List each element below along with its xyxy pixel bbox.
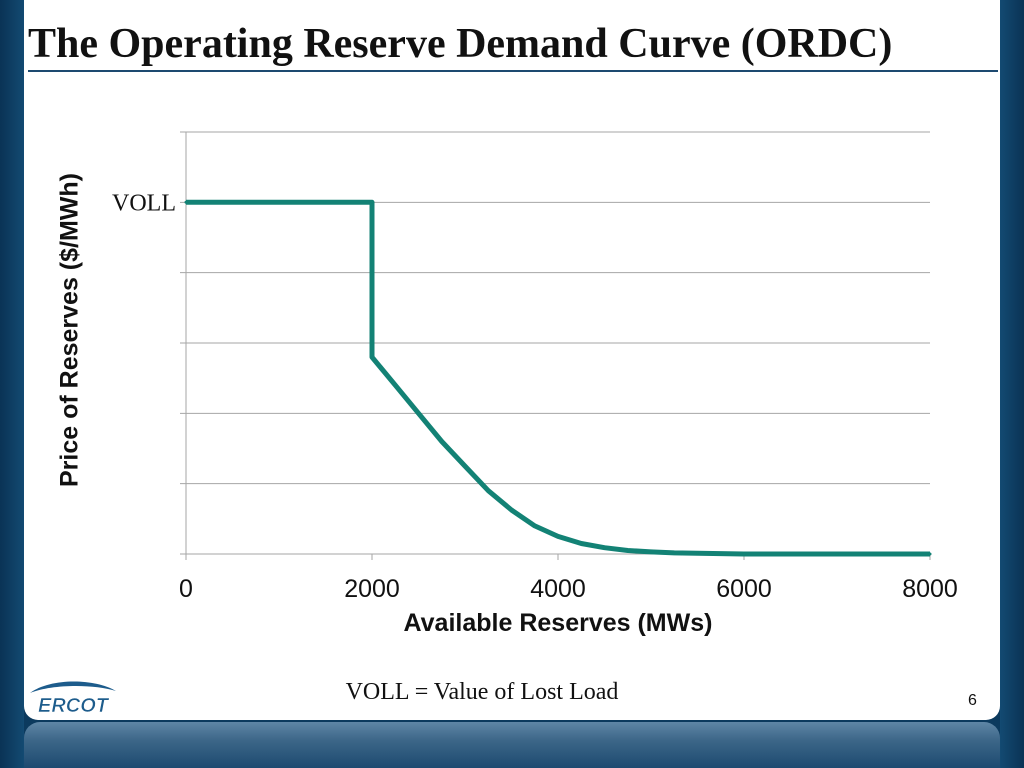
x-tick-label-3: 6000	[716, 575, 772, 603]
x-tick-label-0: 0	[179, 575, 193, 603]
ordc-curve-point-4	[417, 411, 420, 415]
ordc-curve-point-3	[393, 383, 397, 387]
chart-x-tick-labels: 0 2000 4000 6000 8000	[179, 575, 958, 603]
chart-series	[184, 199, 932, 557]
ordc-curve-point-16	[696, 551, 699, 555]
slide-title: The Operating Reserve Demand Curve (ORDC…	[28, 21, 893, 67]
voll-annotation: VOLL	[112, 190, 176, 216]
svg-text:ERCOT: ERCOT	[38, 695, 110, 716]
chart-axes	[185, 132, 931, 560]
ercot-logo: ERCOT	[30, 681, 116, 716]
chart-gridlines	[180, 131, 930, 555]
chart-y-axis-label: Price of Reserves ($/MWh)	[55, 173, 84, 487]
ordc-curve-point-1	[370, 200, 374, 204]
x-tick-label-2: 4000	[530, 575, 586, 603]
ordc-curve-point-10	[556, 534, 560, 538]
ordc-curve-point-5	[440, 440, 444, 443]
ordc-curve-point-7	[486, 489, 490, 493]
ordc-curve-point-9	[533, 524, 537, 528]
slide-canvas: The Operating Reserve Demand Curve (ORDC…	[24, 0, 1000, 720]
ordc-curve-point-8	[510, 508, 513, 512]
ordc-curve-point-15	[672, 551, 676, 555]
title-underline	[28, 70, 998, 72]
ordc-curve-point-11	[579, 542, 583, 545]
page-number: 6	[968, 692, 977, 709]
ordc-curve-point-18	[742, 552, 746, 556]
ordc-curve-point-12	[603, 546, 606, 550]
voll-footnote: VOLL = Value of Lost Load	[345, 679, 619, 705]
slide-footer-bar	[24, 722, 1000, 768]
ordc-curve-point-0	[184, 200, 188, 204]
ordc-curve-point-2	[370, 355, 374, 359]
ordc-curve-point-19	[835, 552, 839, 556]
ordc-curve-line	[186, 199, 930, 557]
ordc-curve-point-20	[928, 552, 932, 556]
x-tick-label-4: 8000	[902, 575, 958, 603]
x-tick-label-1: 2000	[344, 575, 400, 603]
slide-frame-left	[0, 0, 24, 768]
ordc-curve-point-6	[463, 464, 467, 468]
slide-frame-right	[1000, 0, 1024, 768]
chart-annotations: VOLL	[112, 190, 176, 216]
ordc-curve-point-17	[719, 552, 723, 556]
chart-x-axis-label: Available Reserves (MWs)	[403, 609, 713, 637]
ordc-curve-point-14	[649, 550, 653, 554]
ordc-curve-point-13	[626, 549, 630, 552]
